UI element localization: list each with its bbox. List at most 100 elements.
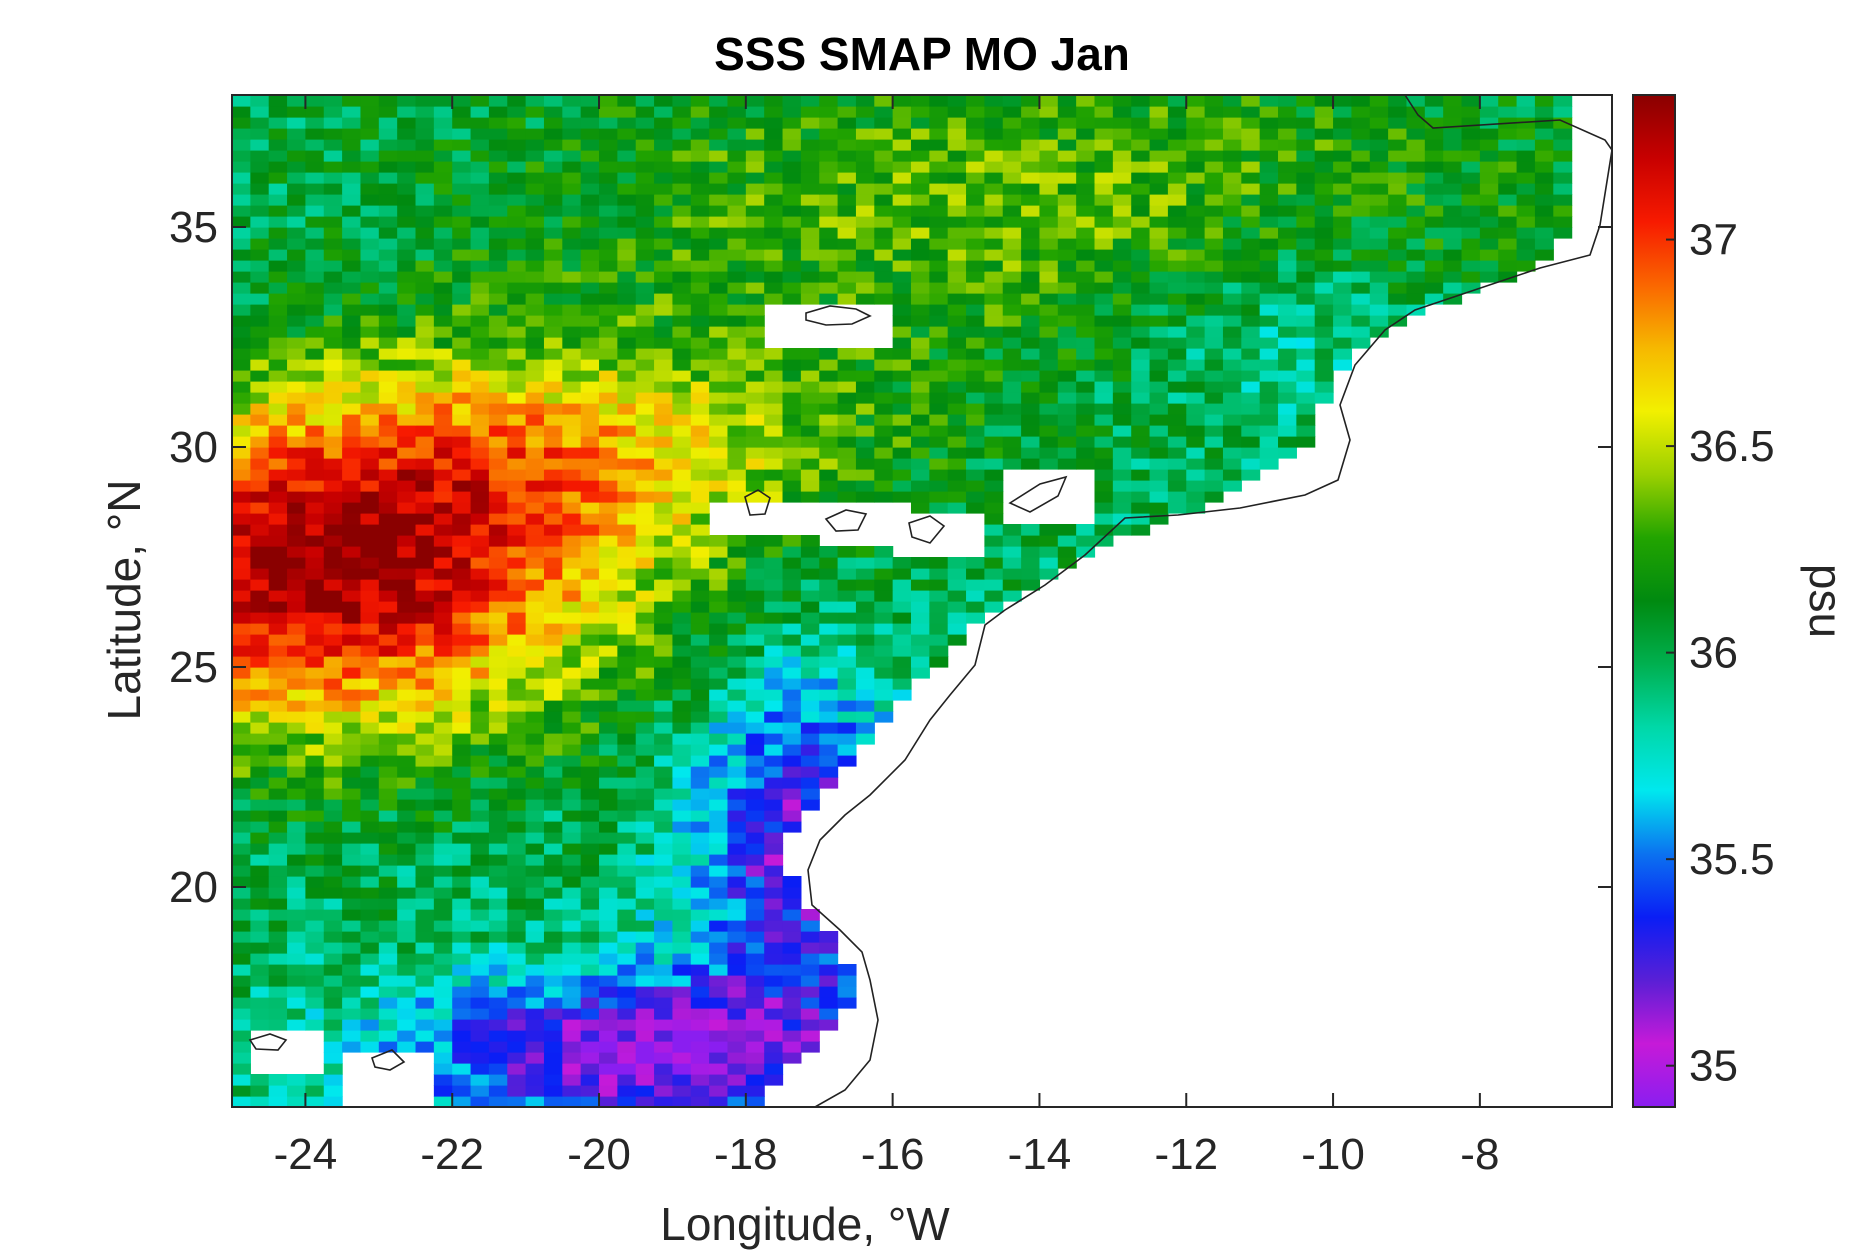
heatmap-cell	[764, 601, 784, 613]
heatmap-cell	[452, 579, 472, 591]
heatmap-cell	[452, 227, 472, 239]
heatmap-cell	[1333, 348, 1353, 360]
heatmap-cell	[305, 1008, 325, 1020]
heatmap-cell	[543, 645, 563, 657]
heatmap-cell	[1076, 128, 1096, 140]
heatmap-cell	[1259, 161, 1279, 173]
heatmap-cell	[268, 689, 288, 701]
heatmap-cell	[745, 722, 765, 734]
heatmap-cell	[470, 194, 490, 206]
heatmap-cell	[1131, 502, 1151, 514]
colorbar-tick-label: 37	[1689, 216, 1738, 265]
heatmap-cell	[947, 348, 967, 360]
heatmap-cell	[1278, 337, 1297, 349]
heatmap-cell	[1112, 480, 1132, 492]
heatmap-cell	[727, 887, 747, 899]
heatmap-cell	[1021, 205, 1041, 217]
heatmap-cell	[342, 227, 362, 239]
heatmap-cell	[250, 766, 270, 778]
heatmap-cell	[672, 95, 692, 107]
heatmap-cell	[599, 95, 618, 107]
heatmap-cell	[250, 172, 270, 184]
heatmap-cell	[378, 183, 398, 195]
heatmap-cell	[1076, 183, 1096, 195]
heatmap-cell	[415, 579, 435, 591]
heatmap-cell	[819, 293, 839, 305]
heatmap-cell	[268, 1096, 288, 1107]
heatmap-cell	[470, 183, 490, 195]
heatmap-cell	[635, 810, 655, 822]
heatmap-cell	[874, 392, 894, 404]
heatmap-cell	[543, 139, 563, 151]
heatmap-cell	[378, 733, 398, 745]
heatmap-cell	[323, 414, 343, 426]
heatmap-cell	[232, 326, 251, 338]
heatmap-cell	[1296, 304, 1316, 316]
heatmap-cell	[1002, 271, 1022, 283]
heatmap-cell	[874, 238, 894, 250]
heatmap-cell	[819, 645, 839, 657]
heatmap-cell	[580, 491, 600, 503]
heatmap-cell	[1021, 227, 1041, 239]
heatmap-cell	[507, 315, 527, 327]
heatmap-cell	[1351, 337, 1371, 349]
heatmap-cell	[855, 95, 875, 107]
heatmap-cell	[709, 271, 729, 283]
heatmap-cell	[1112, 337, 1132, 349]
heatmap-cell	[488, 557, 508, 569]
heatmap-cell	[947, 249, 967, 261]
heatmap-cell	[323, 590, 343, 602]
heatmap-cell	[1131, 469, 1151, 481]
heatmap-cell	[378, 348, 398, 360]
heatmap-cell	[360, 150, 380, 162]
heatmap-cell	[397, 975, 417, 987]
heatmap-cell	[397, 381, 417, 393]
heatmap-cell	[1149, 359, 1169, 371]
heatmap-cell	[287, 183, 306, 195]
heatmap-cell	[709, 656, 729, 668]
heatmap-cell	[1222, 425, 1242, 437]
heatmap-cell	[397, 106, 417, 118]
heatmap-cell	[562, 623, 582, 635]
heatmap-cell	[580, 634, 600, 646]
heatmap-cell	[654, 161, 674, 173]
heatmap-cell	[342, 1030, 362, 1042]
heatmap-cell	[1057, 260, 1077, 272]
heatmap-cell	[837, 975, 857, 987]
heatmap-cell	[580, 711, 600, 723]
heatmap-cell	[837, 205, 857, 217]
heatmap-cell	[672, 667, 692, 679]
heatmap-cell	[1094, 304, 1114, 316]
heatmap-cell	[1167, 348, 1187, 360]
heatmap-cell	[488, 337, 508, 349]
heatmap-cell	[599, 502, 618, 514]
heatmap-cell	[433, 535, 453, 547]
heatmap-cell	[837, 403, 857, 415]
heatmap-cell	[1222, 315, 1242, 327]
heatmap-cell	[342, 931, 362, 943]
heatmap-cell	[617, 799, 637, 811]
heatmap-cell	[635, 931, 655, 943]
heatmap-cell	[855, 678, 875, 690]
heatmap-cell	[415, 359, 435, 371]
heatmap-cell	[1094, 480, 1114, 492]
heatmap-cell	[1186, 480, 1206, 492]
heatmap-cell	[305, 777, 325, 789]
heatmap-cell	[525, 964, 545, 976]
heatmap-cell	[360, 898, 380, 910]
heatmap-cell	[727, 942, 747, 954]
heatmap-cell	[745, 480, 765, 492]
heatmap-cell	[525, 271, 545, 283]
heatmap-cell	[1167, 326, 1187, 338]
heatmap-cell	[305, 326, 325, 338]
heatmap-cell	[1443, 282, 1463, 294]
heatmap-cell	[268, 623, 288, 635]
heatmap-cell	[1204, 491, 1224, 503]
heatmap-cell	[433, 513, 453, 525]
heatmap-cell	[562, 1052, 582, 1064]
heatmap-cell	[654, 568, 674, 580]
heatmap-cell	[470, 601, 490, 613]
heatmap-cell	[397, 205, 417, 217]
heatmap-cell	[1516, 205, 1536, 217]
heatmap-cell	[433, 777, 453, 789]
